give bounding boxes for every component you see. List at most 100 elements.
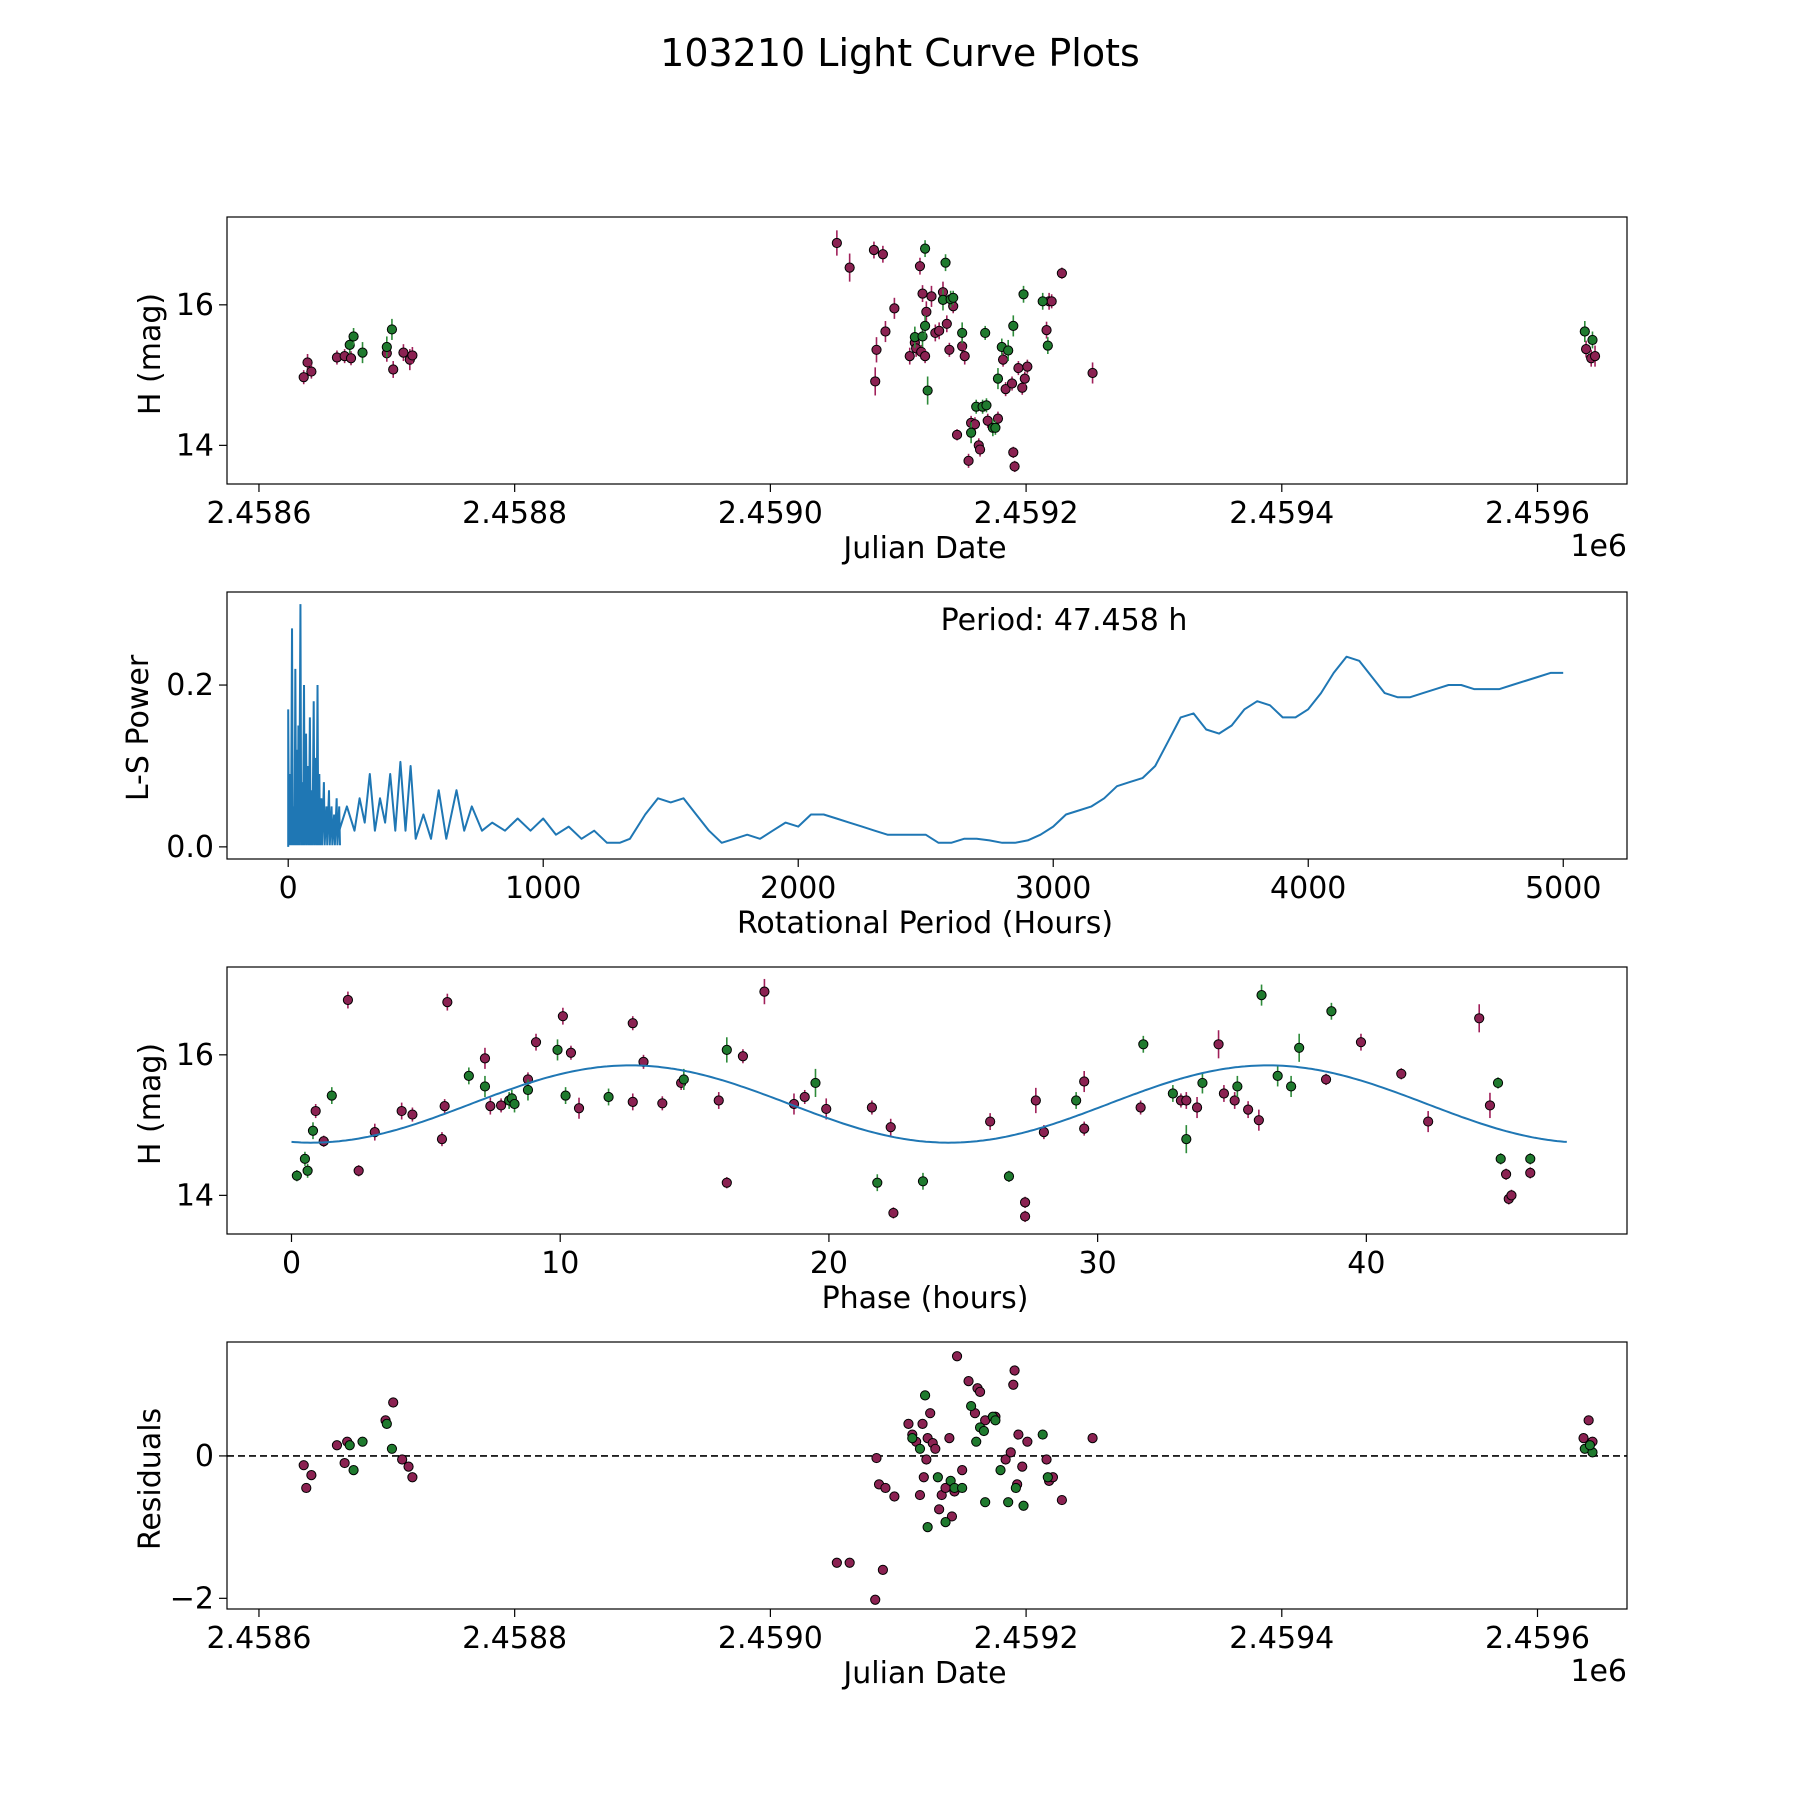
lightcurve-point-green [981,400,992,411]
phased-point-magenta [1396,1068,1407,1079]
residuals-point-magenta [1008,1379,1019,1390]
lightcurve-point-magenta [914,261,926,272]
residuals-point-magenta [880,1482,891,1494]
residuals-point-magenta [388,1397,399,1408]
phased-point-magenta [985,1116,996,1127]
lightcurve-xtick-label: 2.4588 [462,496,567,531]
lightcurve-point-magenta [1006,378,1018,389]
lightcurve-point-green [990,422,1001,433]
phased-point-magenta [439,1101,450,1112]
residuals-xtick-label: 2.4586 [206,1621,311,1656]
residuals-xtick-label: 2.4590 [718,1621,823,1656]
phased-point-green [291,1170,302,1181]
periodogram-ylabel: L-S Power [121,654,156,801]
residuals-point-magenta [1013,1429,1024,1440]
phased-point-green [1495,1153,1506,1164]
residuals-point-green [1042,1472,1053,1483]
phased-point-green [560,1090,571,1101]
phased-point-magenta [396,1105,407,1117]
lightcurve-point-magenta [844,262,855,273]
phased-point-green [522,1084,534,1096]
lightcurve-point-green [940,257,951,268]
lightcurve-point-magenta [1022,361,1033,372]
phased-point-magenta [1229,1095,1240,1106]
residuals-point-green [940,1517,951,1528]
residuals-point-magenta [871,1452,882,1464]
lightcurve-point-green [357,347,368,358]
residuals-point-green [922,1522,933,1533]
residuals-point-green [357,1436,368,1447]
residuals-xtick-label: 2.4592 [974,1621,1079,1656]
lightcurve-point-green [1579,326,1590,337]
period-annotation: Period: 47.458 h [941,603,1188,638]
phased-point-magenta [759,986,770,997]
lightcurve-point-magenta [871,344,882,355]
lightcurve-point-green [980,327,991,339]
phased-point-magenta [737,1051,749,1062]
residuals-point-magenta [1578,1433,1589,1444]
phased-point-magenta [1355,1037,1367,1048]
phased-point-magenta [485,1101,496,1112]
phased-panel: 0 10 20 30 40 14 16 Phase (hours) H (mag) [133,966,1628,1316]
residuals-point-green [966,1400,977,1412]
residuals-point-magenta [403,1461,414,1472]
periodogram-marks [287,604,1564,847]
phased-point-magenta [1423,1116,1434,1127]
periodogram-ytick-label: 0.2 [166,668,214,703]
residuals-xlabel: Julian Date [841,1656,1006,1691]
phased-marks [291,978,1567,1223]
phased-point-magenta [1253,1115,1264,1126]
phased-point-magenta [1191,1102,1203,1113]
phased-point-green [299,1153,311,1164]
phased-point-magenta [713,1095,724,1106]
lightcurve-point-magenta [298,372,309,383]
residuals-point-magenta [951,1351,963,1362]
phased-point-green [463,1070,474,1082]
phased-axes: 0 10 20 30 40 14 16 [176,966,1628,1281]
residuals-point-magenta [1000,1454,1011,1465]
lightcurve-point-green [966,427,977,438]
residuals-point-magenta [1022,1436,1033,1447]
lightcurve-point-magenta [921,306,932,317]
lightcurve-point-magenta [345,353,357,364]
phased-point-green [1167,1088,1178,1099]
residuals-axes: 2.4586 2.4588 2.4590 2.4592 2.4594 2.4596 −2 0 [170,1341,1628,1656]
phased-point-green [1294,1042,1305,1053]
residuals-point-green [348,1465,359,1476]
lightcurve-ytick-label: 14 [176,428,214,463]
residuals-point-magenta [903,1418,914,1429]
lightcurve-point-magenta [941,318,952,329]
lightcurve-panel: 2.4586 2.4588 2.4590 2.4592 2.4594 2.4596 14 16… [133,216,1628,566]
lightcurve-point-green [386,324,398,335]
residuals-point-magenta [331,1440,343,1451]
phased-point-magenta [627,1018,638,1029]
phased-point-magenta [436,1134,448,1145]
phased-point-magenta [310,1105,321,1117]
phased-point-magenta [530,1037,542,1048]
lightcurve-point-magenta [1008,447,1019,458]
phased-point-green [552,1044,563,1056]
periodogram-xlabel: Rotational Period (Hours) [737,906,1113,941]
residuals-point-green [344,1440,355,1451]
phased-point-magenta [565,1047,577,1058]
lightcurve-point-green [948,292,959,303]
phased-point-magenta [479,1053,491,1064]
residuals-point-green [1003,1497,1014,1508]
lightcurve-point-magenta [880,326,891,337]
periodogram-xtick-label: 5000 [1525,871,1601,906]
residuals-point-green [907,1433,918,1444]
lightcurve-point-green [1008,320,1019,332]
lightcurve-xtick-label: 2.4596 [1485,496,1590,531]
residuals-xtick-label: 2.4594 [1229,1621,1334,1656]
lightcurve-point-green [922,385,933,396]
phased-point-magenta [1135,1102,1146,1113]
residuals-point-green [971,1436,982,1447]
lightcurve-point-magenta [963,455,974,466]
lightcurve-ytick-label: 16 [176,288,214,323]
residuals-point-green [1037,1429,1048,1440]
periodogram-spikes [287,604,341,847]
lightcurve-offset-label: 1e6 [1570,529,1627,564]
lightcurve-point-magenta [1046,296,1057,307]
residuals-point-green [1010,1482,1021,1494]
lightcurve-point-green [919,243,931,254]
